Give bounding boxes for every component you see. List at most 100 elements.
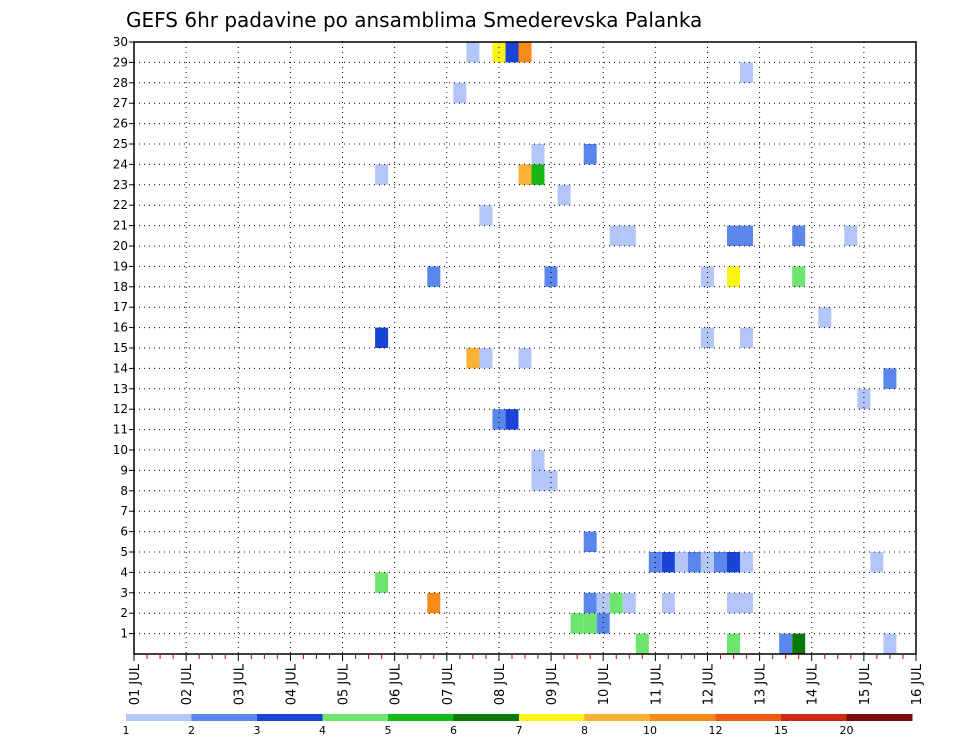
heatmap-cell [740,327,753,348]
heatmap-cell [518,164,532,185]
heatmap-cell [596,613,610,634]
heatmap-cell [518,42,532,63]
heatmap-cell [727,633,740,654]
heatmap-cell [727,552,740,573]
y-tick-label: 11 [113,423,128,437]
heatmap-cell [505,409,519,430]
heatmap-cell [453,82,467,104]
colorbar-label: 10 [643,724,657,737]
heatmap-cell [492,409,506,430]
y-tick-label: 5 [120,545,128,559]
colorbar-swatch [126,714,192,721]
heatmap-cell [727,266,740,287]
x-tick-label: 09 JUL [545,663,560,705]
y-tick-label: 10 [113,443,128,457]
heatmap-cell [466,348,480,369]
heatmap-cell [531,164,545,185]
heatmap-cell [792,225,806,246]
heatmap-cell [557,184,571,206]
heatmap-cell [883,633,897,654]
heatmap-cell [687,552,701,573]
colorbar-label: 20 [840,724,854,737]
heatmap-cell [531,450,545,471]
colorbar-label: 7 [516,724,523,737]
heatmap-cell [792,266,806,287]
heatmap-cell [479,205,493,226]
heatmap-cell [505,42,519,63]
heatmap-cell [518,348,532,369]
heatmap-cell [531,144,545,165]
heatmap-cells [375,42,897,654]
x-tick-label: 16 JUL [910,663,925,705]
heatmap-cell [740,225,753,246]
x-tick-label: 15 JUL [858,663,873,705]
y-tick-label: 19 [113,259,128,273]
heatmap-cell [375,327,389,348]
colorbar-swatch [715,714,782,721]
colorbar-swatch [584,714,651,721]
heatmap-cell [844,225,858,246]
y-tick-label: 12 [113,402,128,416]
colorbar-label: 8 [581,724,588,737]
colorbar-swatch [650,714,716,721]
colorbar-label: 3 [254,724,261,737]
colorbar-label: 12 [709,724,723,737]
colorbar-swatch [519,714,585,721]
heatmap-cell [609,225,623,246]
heatmap-cell [792,633,806,654]
colorbar-label: 15 [774,724,788,737]
x-tick-label: 12 JUL [701,663,716,705]
heatmap-cell [635,633,649,654]
x-tick-label: 13 JUL [754,663,769,705]
heatmap-cell [622,225,636,246]
colorbar-swatch [322,714,389,721]
heatmap-cell [857,388,871,410]
y-tick-label: 4 [120,565,128,579]
y-tick-label: 25 [113,137,128,151]
x-tick-label: 11 JUL [649,663,664,705]
y-tick-label: 16 [113,321,128,335]
y-tick-label: 28 [113,76,128,90]
heatmap-cell [661,552,675,573]
colorbar-swatch [781,714,847,721]
y-tick-label: 30 [113,35,128,49]
heatmap-cell [583,531,597,552]
x-tick-label: 03 JUL [232,663,247,705]
x-tick-label: 08 JUL [493,663,508,705]
heatmap-cell [531,470,545,491]
heatmap-cell [740,592,753,614]
heatmap-cell [466,42,480,63]
y-tick-label: 13 [113,382,128,396]
colorbar-swatch [453,714,520,721]
y-tick-label: 15 [113,341,128,355]
heatmap-cell [609,592,623,614]
colorbar-label: 2 [188,724,195,737]
y-tick-label: 17 [113,300,128,314]
x-tick-label: 01 JUL [128,663,143,705]
heatmap-cell [427,592,441,614]
colorbar-swatch [257,714,323,721]
heatmap-cell [544,266,558,287]
axes: 1234567891011121314151617181920212223242… [113,35,925,705]
heatmap-cell [375,164,389,185]
heatmap-cell [661,592,675,614]
y-tick-label: 29 [113,55,128,69]
y-tick-label: 6 [120,525,128,539]
x-tick-label: 14 JUL [806,663,821,705]
y-tick-label: 14 [113,361,128,375]
heatmap-cell [583,144,597,165]
y-tick-label: 18 [113,280,128,294]
y-tick-label: 8 [120,484,128,498]
x-tick-label: 10 JUL [597,663,612,705]
y-tick-label: 2 [120,606,128,620]
x-tick-label: 02 JUL [180,663,195,705]
y-tick-label: 7 [120,504,128,518]
y-tick-label: 20 [113,239,128,253]
x-tick-label: 06 JUL [389,663,404,705]
heatmap-cell [727,592,740,614]
colorbar: 1 2 3 4 5 6 7 8 10 12 15 20 [123,714,913,737]
heatmap-cell [700,266,714,287]
colorbar-label: 5 [385,724,392,737]
y-tick-label: 26 [113,117,128,131]
